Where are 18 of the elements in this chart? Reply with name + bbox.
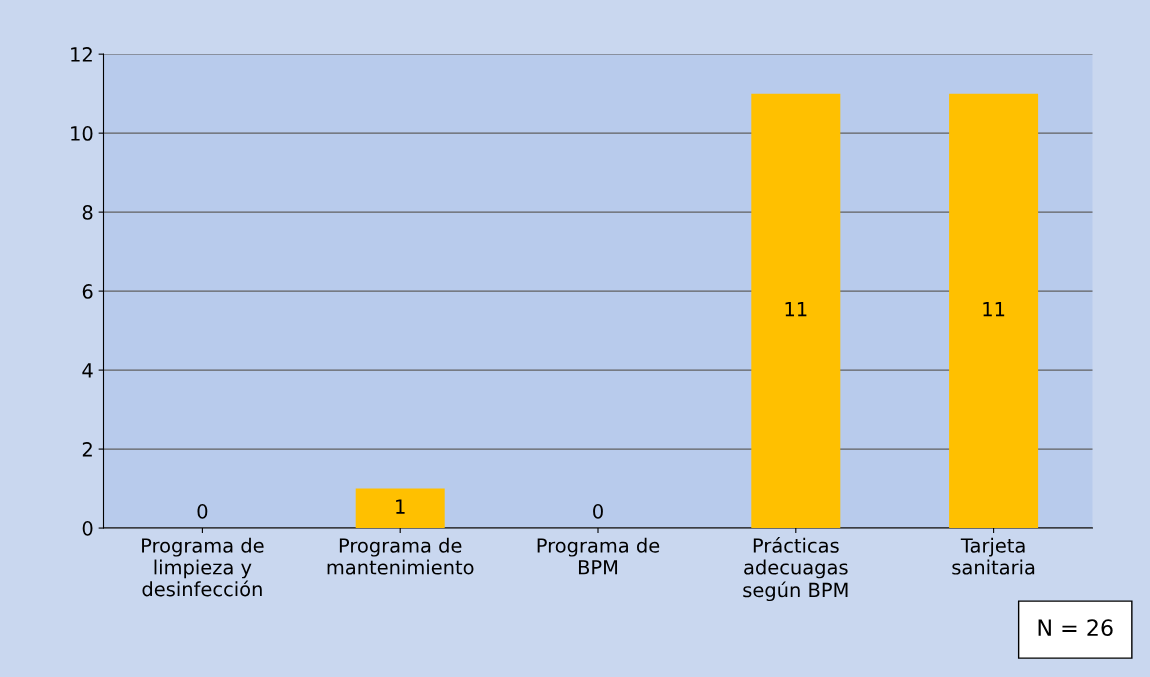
data-label: 0 [197, 504, 208, 519]
x-tick-label: Programa de BPM [537, 537, 660, 575]
data-label: 11 [785, 302, 807, 317]
x-tick-label: Programa de limpieza y desinfección [142, 537, 264, 597]
y-tick-label: 4 [82, 363, 93, 378]
x-tick-label: Tarjeta sanitaria [952, 537, 1035, 575]
y-tick-label: 8 [82, 205, 93, 220]
text: N = 26 [1038, 619, 1113, 637]
data-label: 11 [983, 302, 1005, 317]
y-tick-label: 12 [71, 47, 92, 62]
y-tick-label: 10 [71, 126, 93, 141]
y-tick-label: 2 [82, 442, 92, 457]
y-tick-label: 6 [82, 284, 93, 299]
y-tick-label: 0 [82, 521, 93, 536]
x-tick-label: Prácticas adecuagas según BPM [743, 537, 848, 602]
x-tick-label: Programa de mantenimiento [327, 537, 474, 575]
data-label: 0 [593, 504, 603, 519]
data-label: 1 [396, 499, 405, 514]
